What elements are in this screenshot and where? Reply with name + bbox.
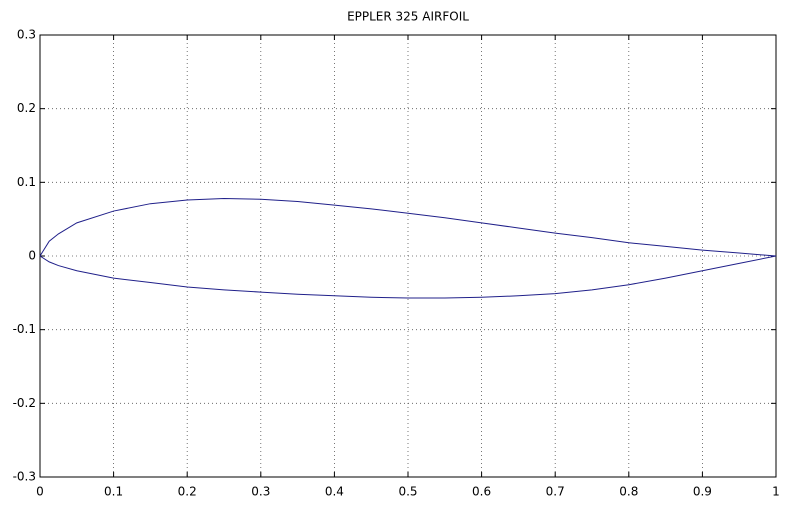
x-tick-label: 0.7 xyxy=(546,485,565,499)
x-tick-label: 0 xyxy=(36,485,44,499)
y-tick-label: -0.1 xyxy=(13,322,36,336)
y-tick-label: 0.2 xyxy=(17,101,36,115)
x-tick-label: 0.5 xyxy=(398,485,417,499)
airfoil-line xyxy=(39,198,777,257)
y-tick-label: 0 xyxy=(28,249,36,263)
y-tick-label: 0.1 xyxy=(17,175,36,189)
y-tick-label: -0.2 xyxy=(13,396,36,410)
x-tick-label: 0.3 xyxy=(251,485,270,499)
x-tick-label: 1 xyxy=(772,485,780,499)
x-tick-label: 0.2 xyxy=(178,485,197,499)
chart-title: EPPLER 325 AIRFOIL xyxy=(347,10,469,24)
x-tick-label: 0.8 xyxy=(619,485,638,499)
x-tick-label: 0.1 xyxy=(104,485,123,499)
x-tick-label: 0.9 xyxy=(693,485,712,499)
y-tick-label: -0.3 xyxy=(13,470,36,484)
x-tick-label: 0.4 xyxy=(325,485,344,499)
airfoil-line xyxy=(39,255,777,299)
y-tick-label: 0.3 xyxy=(17,28,36,42)
x-tick-label: 0.6 xyxy=(472,485,491,499)
